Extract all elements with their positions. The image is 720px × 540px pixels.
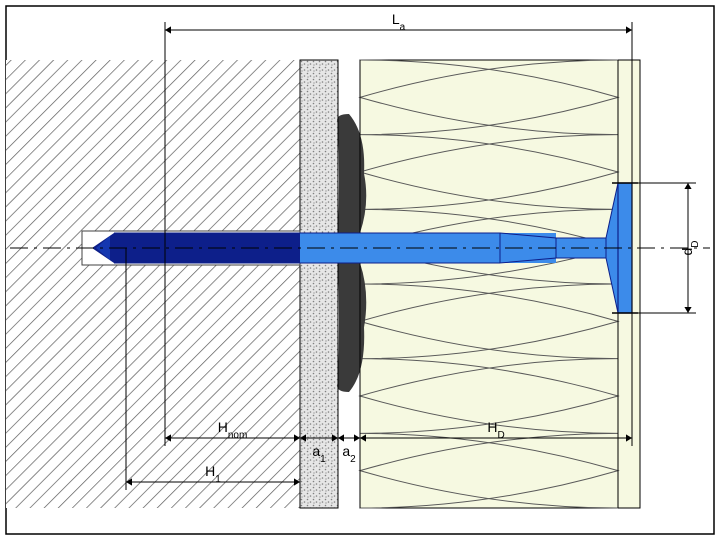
svg-text:a2: a2	[342, 443, 356, 465]
diagram-stage: LaHnoma1a2HDH1dD	[0, 0, 720, 540]
svg-text:La: La	[392, 11, 406, 33]
svg-text:dD: dD	[679, 240, 701, 255]
